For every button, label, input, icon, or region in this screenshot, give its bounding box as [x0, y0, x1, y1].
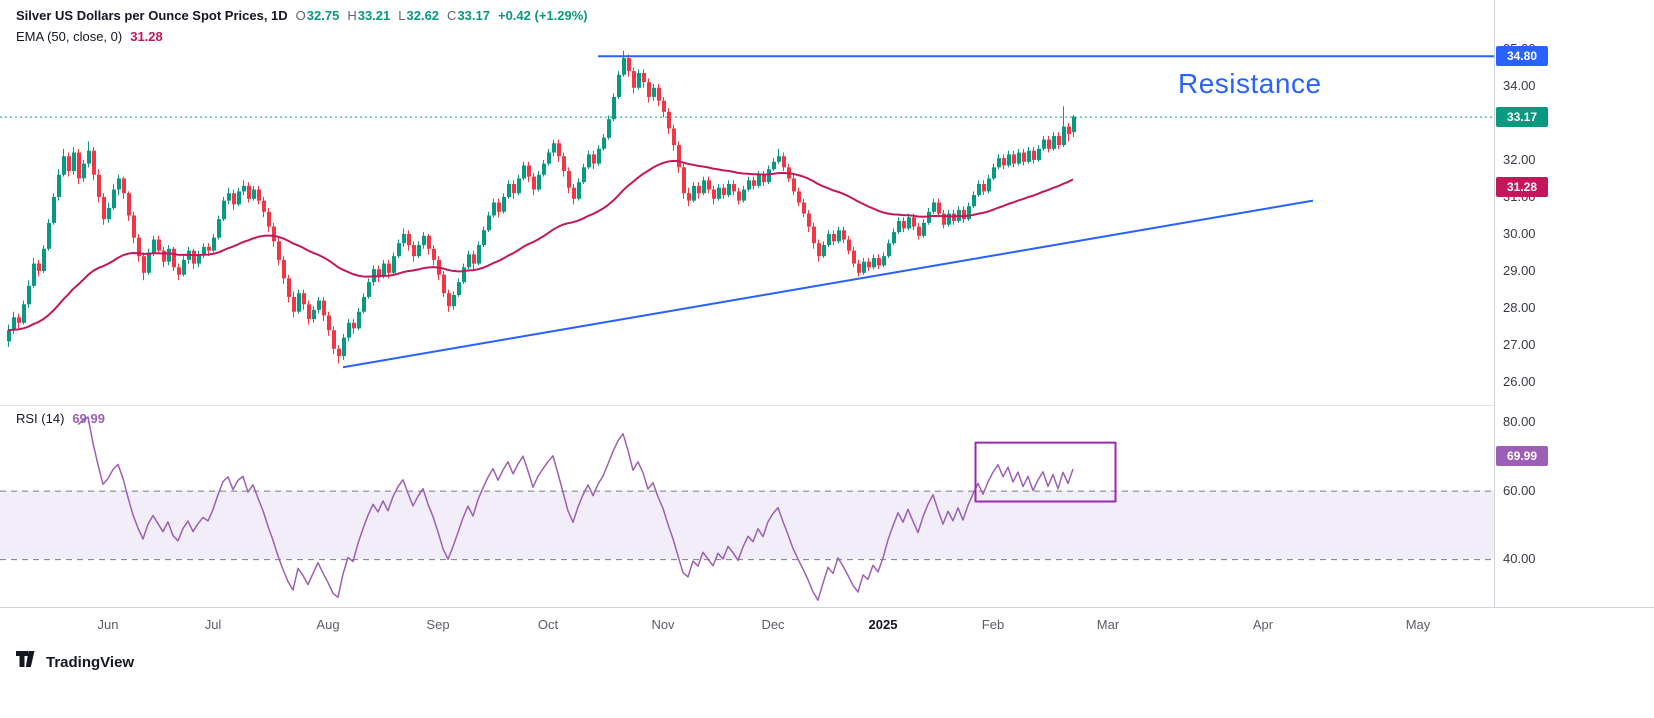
tradingview-logo-icon — [16, 651, 38, 673]
open-key: O — [295, 8, 306, 23]
rsi-value-badge: 69.99 — [1496, 446, 1548, 467]
time-tick-label: Mar — [1096, 617, 1120, 632]
main-legend[interactable]: Silver US Dollars per Ounce Spot Prices,… — [16, 8, 588, 50]
rsi-tick-label: 80.00 — [1503, 414, 1536, 430]
price-tick-label: 27.00 — [1503, 337, 1536, 353]
resistance-annotation-label[interactable]: Resistance — [1178, 68, 1322, 99]
time-tick-label: Sep — [426, 617, 450, 632]
time-tick-label: Jun — [97, 617, 119, 632]
last-price-badge: 33.17 — [1496, 106, 1548, 127]
time-tick-label: Nov — [651, 617, 675, 632]
ema-label: EMA (50, close, 0) — [16, 29, 123, 44]
price-tick-label: 32.00 — [1503, 151, 1536, 167]
price-axis[interactable]: 34.80 33.17 31.28 69.99 35.0034.0033.003… — [1494, 0, 1654, 641]
price-tick-label: 30.00 — [1503, 225, 1536, 241]
rsi-legend[interactable]: RSI (14) 69.99 — [16, 411, 105, 432]
rsi-tick-label: 40.00 — [1503, 551, 1536, 567]
resistance-price-badge: 34.80 — [1496, 46, 1548, 67]
time-axis[interactable]: Jun Jul Aug Sep Oct Nov Dec 2025 Feb Mar Apr May — [0, 607, 1654, 642]
time-tick-label: Dec — [761, 617, 785, 632]
time-tick-label: Apr — [1252, 617, 1274, 632]
close-key: C — [447, 8, 457, 23]
tradingview-attribution[interactable]: TradingView — [16, 651, 134, 673]
rsi-value: 69.99 — [72, 411, 105, 426]
ema-price-badge: 31.28 — [1496, 176, 1548, 197]
rsi-label: RSI (14) — [16, 411, 65, 426]
high-key: H — [347, 8, 357, 23]
time-tick-label: Oct — [537, 617, 559, 632]
low-key: L — [398, 8, 406, 23]
high-value: 33.21 — [357, 8, 391, 23]
price-tick-label: 29.00 — [1503, 262, 1536, 278]
symbol-title: Silver US Dollars per Ounce Spot Prices,… — [16, 8, 288, 23]
open-value: 32.75 — [306, 8, 340, 23]
price-tick-label: 26.00 — [1503, 374, 1536, 390]
time-tick-label: 2025 — [868, 617, 898, 632]
low-value: 32.62 — [406, 8, 440, 23]
price-tick-label: 28.00 — [1503, 300, 1536, 315]
ema-value: 31.28 — [130, 29, 163, 44]
change-value: +0.42 (+1.29%) — [497, 8, 588, 23]
chart-canvas[interactable] — [0, 0, 1494, 607]
ema-legend-row[interactable]: EMA (50, close, 0) 31.28 — [16, 29, 588, 50]
time-tick-label: Jul — [204, 617, 222, 632]
time-tick-label: Feb — [981, 617, 1005, 632]
symbol-legend-row: Silver US Dollars per Ounce Spot Prices,… — [16, 8, 588, 29]
rsi-tick-label: 60.00 — [1503, 482, 1536, 498]
time-tick-label: May — [1405, 617, 1431, 632]
close-value: 33.17 — [457, 8, 490, 23]
time-tick-label: Aug — [316, 617, 340, 632]
price-tick-label: 34.00 — [1503, 77, 1536, 93]
tradingview-brand-text: TradingView — [46, 653, 135, 671]
